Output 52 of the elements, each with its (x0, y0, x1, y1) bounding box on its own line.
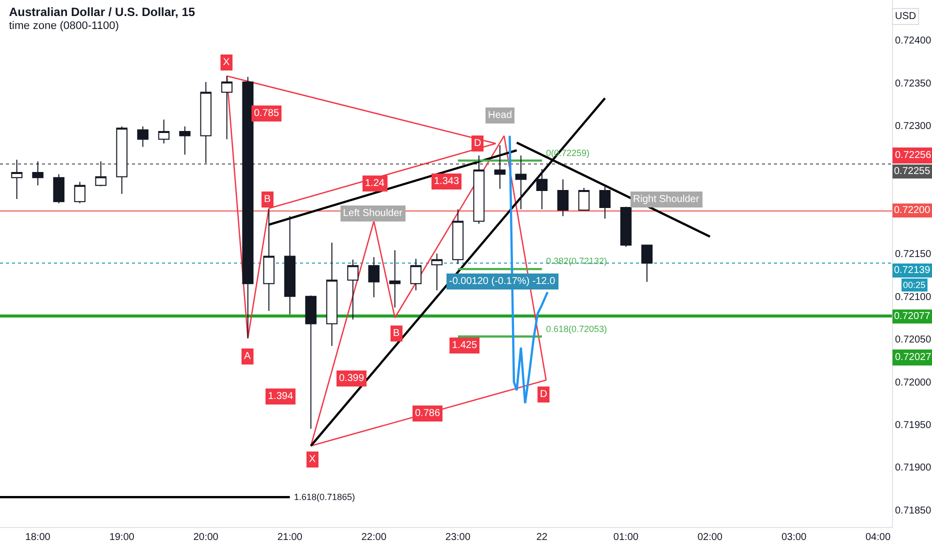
y-tick-label: 0.71950 (895, 420, 932, 431)
y-tick-label: 0.71850 (895, 505, 932, 516)
x-tick-label: 20:00 (193, 532, 219, 543)
x-tick-label: 21:00 (277, 532, 303, 543)
annotation: 0.399 (339, 373, 364, 384)
annotation: 1.394 (268, 391, 294, 402)
chart-title: Australian Dollar / U.S. Dollar, 15 (9, 5, 196, 19)
y-tick-label: 0.72300 (895, 121, 932, 132)
annotation: Head (488, 110, 512, 121)
annotation: 0.382(0.72132) (546, 256, 608, 266)
annotation: 0.618(0.72053) (546, 324, 608, 334)
x-tick-label: 18:00 (25, 532, 51, 543)
annotation: 0.786 (415, 408, 440, 419)
x-tick-label: 19:00 (109, 532, 135, 543)
annotation: 1.24 (365, 178, 385, 189)
x-tick-label: 23:00 (445, 532, 471, 543)
annotation: D (474, 138, 482, 149)
ref-line-label: 0.72200 (894, 205, 931, 216)
annotation: B (393, 328, 400, 339)
annotation: B (264, 194, 271, 205)
annotation: X (309, 454, 316, 465)
text: 00:25 (903, 280, 926, 290)
annotation: 1.425 (452, 340, 478, 351)
annotation: X (223, 57, 230, 68)
text: 0.72027 (895, 352, 932, 363)
text: time zone (0800-1100) (9, 20, 119, 32)
annotation: Left Shoulder (343, 208, 404, 219)
y-tick-label: 0.72000 (895, 377, 932, 388)
ref-line-label: 0.72077 (894, 311, 931, 322)
y-tick-label: 0.72050 (895, 334, 932, 346)
annotation: D (540, 389, 548, 400)
annotation: 0.785 (254, 108, 280, 119)
y-tick-label: 0.72150 (895, 249, 932, 260)
y-tick-label: 0.72100 (895, 292, 932, 303)
text: 0.72256 (895, 150, 932, 161)
y-tick-label: 0.71900 (895, 462, 932, 474)
annotation: A (244, 351, 251, 362)
x-tick-label: 03:00 (781, 532, 807, 543)
annotation: -0.00120 (-0.17%) -12.0 (449, 276, 556, 287)
x-tick-label: 01:00 (613, 532, 639, 543)
y-tick-label: 0.72350 (895, 78, 932, 90)
x-tick-label: 22:00 (361, 532, 387, 543)
y-tick-label: 0.72400 (895, 36, 932, 47)
ref-line-label: 0.72139 (894, 265, 931, 276)
x-tick-label: 22 (536, 532, 548, 543)
annotation: 1.618(0.71865) (294, 492, 356, 502)
x-tick-label: 04:00 (865, 532, 891, 543)
text: USD (895, 11, 916, 22)
ref-line-label: 0.72255 (894, 166, 931, 177)
x-tick-label: 02:00 (697, 532, 723, 543)
annotation: Right Shoulder (633, 194, 700, 205)
annotation: 1.343 (434, 176, 460, 187)
